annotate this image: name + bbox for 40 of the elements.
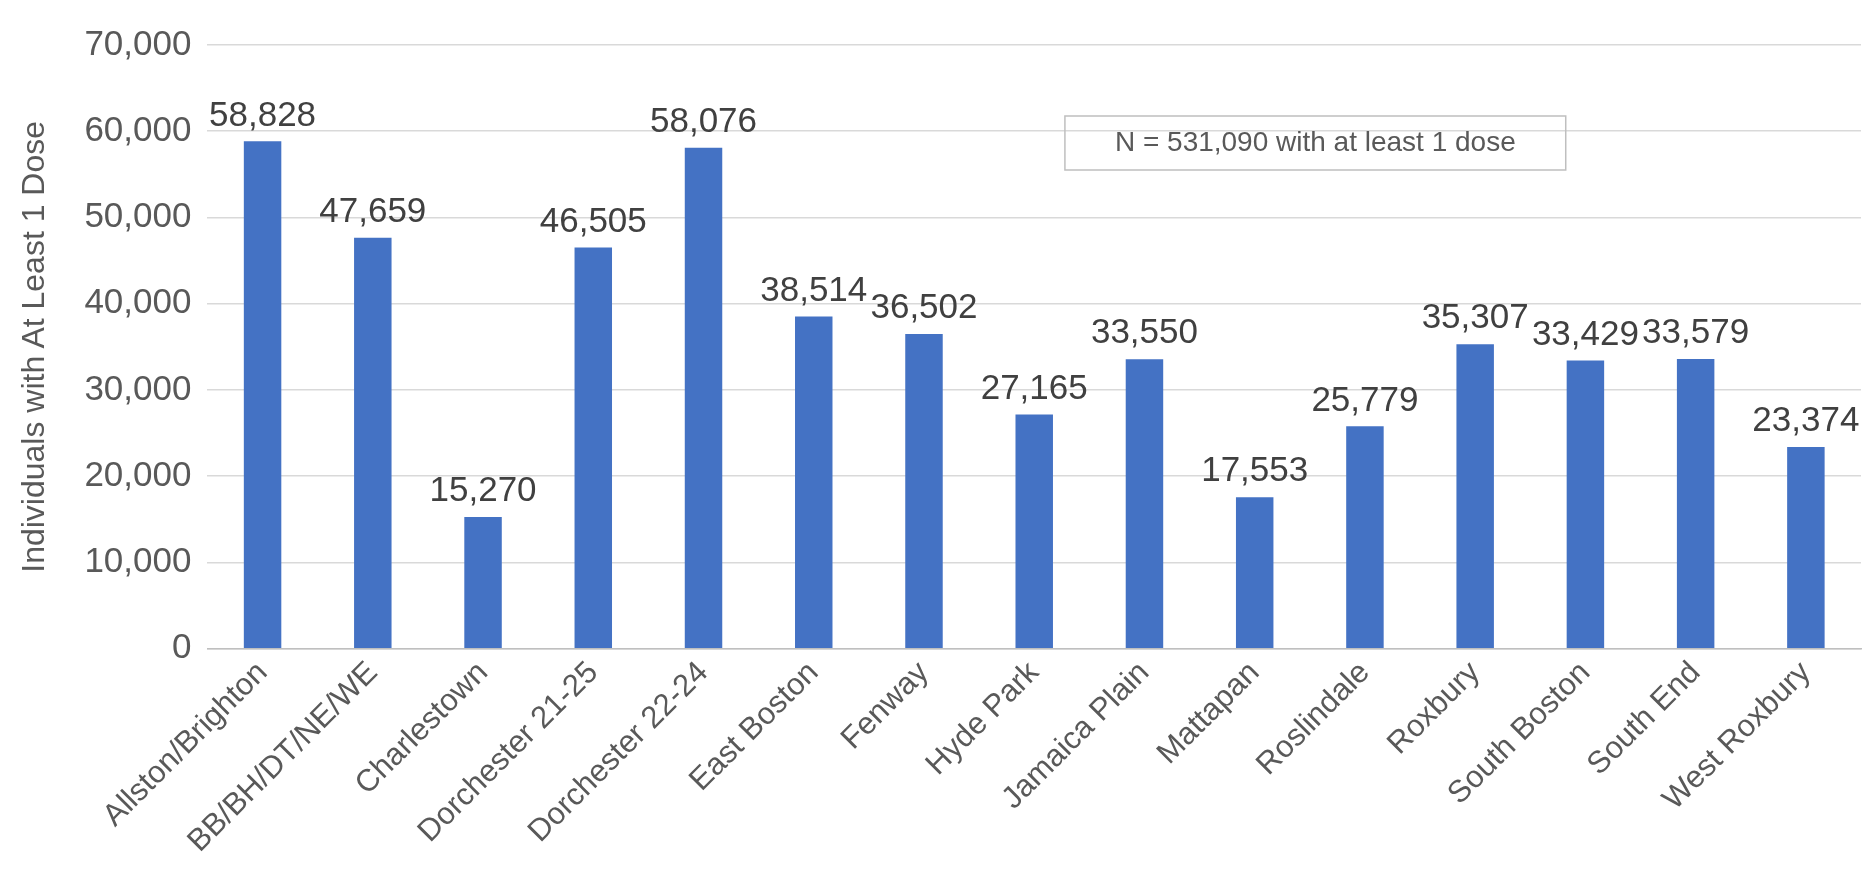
bar (574, 247, 613, 648)
annotation: N = 531,090 with at least 1 dose (1114, 125, 1516, 157)
y-tick-label: 30,000 (84, 367, 192, 407)
data-label: 33,579 (1642, 311, 1750, 351)
bar (684, 147, 723, 648)
bar (1015, 414, 1053, 648)
data-label: 58,076 (649, 99, 758, 139)
data-label: 27,165 (980, 366, 1088, 406)
bar (1235, 497, 1274, 648)
data-label: 23,374 (1752, 399, 1860, 439)
data-label: 46,505 (539, 199, 647, 239)
y-tick-label: 60,000 (84, 108, 192, 148)
data-label: 33,550 (1090, 311, 1198, 351)
y-tick-label: 10,000 (84, 540, 192, 580)
y-tick-label: 0 (171, 626, 192, 666)
y-tick-label: 70,000 (84, 22, 192, 62)
data-label: 47,659 (319, 189, 427, 229)
bar (1787, 447, 1825, 648)
y-tick-label: 50,000 (84, 195, 192, 235)
bar (795, 316, 833, 648)
y-axis-title: Individuals with At Least 1 Dose (15, 120, 52, 573)
y-tick-label: 20,000 (84, 453, 192, 493)
bar (1566, 360, 1605, 648)
bar (243, 141, 282, 648)
bar (464, 516, 502, 648)
bar (1676, 359, 1715, 648)
y-tick-label: 40,000 (84, 281, 192, 321)
data-label: 38,514 (760, 268, 868, 308)
data-label: 25,779 (1311, 378, 1419, 418)
data-label: 33,429 (1531, 312, 1639, 352)
bar (905, 333, 943, 648)
data-label: 36,502 (870, 286, 978, 326)
bar (1456, 344, 1494, 648)
data-label: 15,270 (429, 469, 537, 509)
bar (1346, 426, 1384, 648)
bar (1125, 359, 1164, 648)
data-label: 58,828 (209, 93, 317, 133)
bar (354, 237, 392, 648)
data-label: 17,553 (1201, 449, 1309, 489)
data-label: 35,307 (1421, 296, 1529, 336)
